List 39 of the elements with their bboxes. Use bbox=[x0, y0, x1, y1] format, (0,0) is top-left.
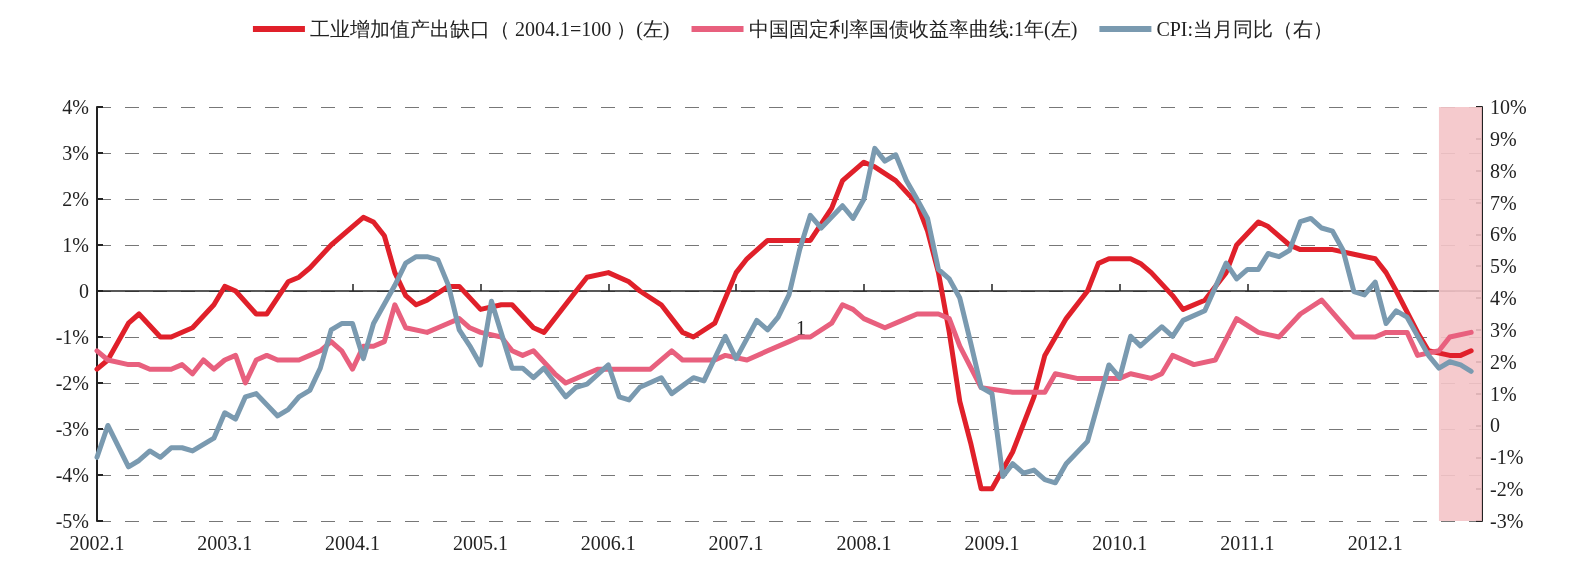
y2-tick-label: 9% bbox=[1490, 127, 1517, 150]
y-tick-label: -3% bbox=[55, 418, 89, 440]
y2-tick-label: 5% bbox=[1490, 255, 1517, 278]
y-tick-label: -4% bbox=[55, 464, 89, 486]
y-tick-label: 0 bbox=[79, 280, 89, 302]
x-tick-label: 2008.1 bbox=[836, 532, 892, 554]
y2-tick-label: -2% bbox=[1490, 478, 1524, 501]
x-tick-label: 2009.1 bbox=[964, 532, 1020, 554]
y2-tick-label: 1% bbox=[1490, 382, 1517, 405]
y2-tick-label: 2% bbox=[1490, 350, 1517, 373]
y2-tick-label: -3% bbox=[1490, 510, 1524, 532]
y2-tick-label: 7% bbox=[1490, 191, 1517, 214]
x-tick-label: 2011.1 bbox=[1220, 532, 1275, 554]
y-tick-label: -5% bbox=[55, 510, 89, 532]
x-tick-label: 2007.1 bbox=[708, 532, 764, 554]
y-tick-label: 2% bbox=[62, 188, 89, 210]
legend-label: CPI:当月同比（右） bbox=[1156, 18, 1334, 40]
x-tick-label: 2006.1 bbox=[580, 532, 636, 554]
x-tick-label: 2010.1 bbox=[1092, 532, 1148, 554]
legend-label: 中国固定利率国债收益率曲线:1年(左) bbox=[748, 18, 1078, 41]
y2-tick-label: 3% bbox=[1490, 318, 1517, 341]
legend-label: 工业增加值产出缺口（ 2004.1=100 ）(左) bbox=[309, 18, 670, 41]
y-tick-label: -1% bbox=[55, 326, 89, 348]
y-tick-label: 1% bbox=[62, 234, 89, 256]
x-tick-label: 2004.1 bbox=[325, 532, 381, 554]
y2-tick-label: 6% bbox=[1490, 223, 1517, 246]
y2-tick-label: 10% bbox=[1490, 96, 1527, 118]
y2-tick-label: -1% bbox=[1490, 446, 1524, 469]
y-tick-label: 3% bbox=[62, 142, 89, 164]
y2-tick-label: 4% bbox=[1490, 287, 1517, 310]
y2-tick-label: 0 bbox=[1490, 414, 1500, 437]
y-tick-label: 4% bbox=[62, 96, 89, 118]
x-tick-label: 2005.1 bbox=[453, 532, 509, 554]
x-tick-label: 2002.1 bbox=[69, 532, 125, 554]
annotation: 1 bbox=[796, 317, 806, 339]
y-tick-label: -2% bbox=[55, 372, 89, 394]
x-tick-label: 2012.1 bbox=[1347, 532, 1403, 554]
y2-tick-label: 8% bbox=[1490, 159, 1517, 182]
x-tick-label: 2003.1 bbox=[197, 532, 253, 554]
